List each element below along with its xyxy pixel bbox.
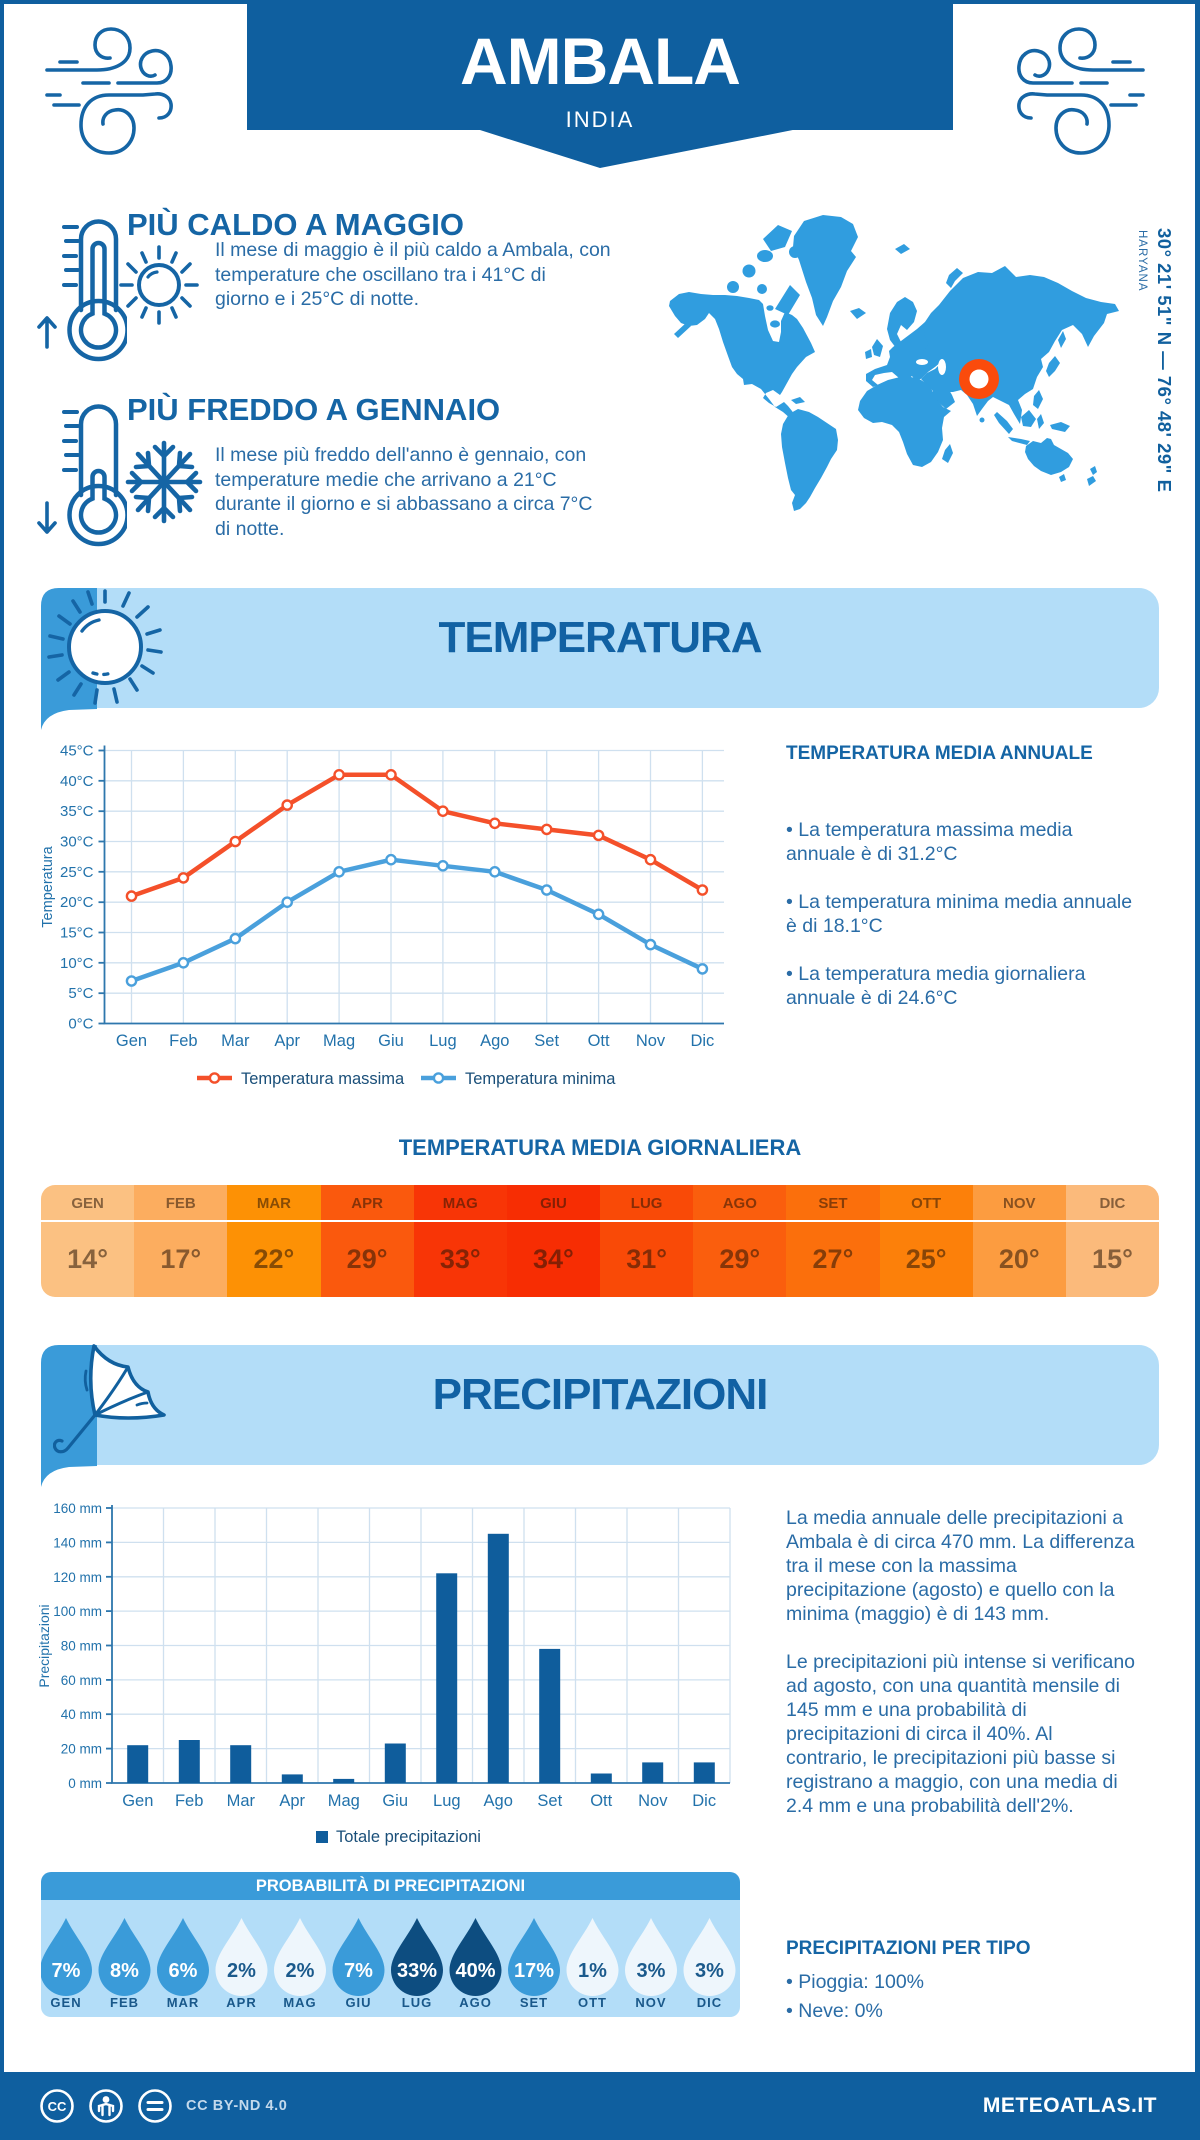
svg-text:160 mm: 160 mm: [53, 1501, 102, 1516]
svg-text:Apr: Apr: [279, 1792, 305, 1810]
svg-text:17%: 17%: [514, 1960, 554, 1982]
svg-text:3%: 3%: [695, 1960, 724, 1982]
svg-text:Giu: Giu: [382, 1792, 408, 1810]
svg-text:CC: CC: [48, 2099, 67, 2114]
svg-text:Mar: Mar: [221, 1032, 250, 1050]
svg-text:Gen: Gen: [116, 1032, 147, 1050]
svg-text:Dic: Dic: [690, 1032, 714, 1050]
svg-text:Dic: Dic: [692, 1792, 716, 1810]
svg-text:LUG: LUG: [402, 1995, 432, 2010]
svg-text:Mag: Mag: [323, 1032, 355, 1050]
svg-text:40°C: 40°C: [60, 773, 94, 790]
svg-text:AGO: AGO: [459, 1995, 492, 2010]
svg-text:Lug: Lug: [429, 1032, 457, 1050]
svg-text:30°C: 30°C: [60, 834, 94, 851]
svg-text:Ott: Ott: [590, 1792, 612, 1810]
svg-text:GEN: GEN: [50, 1995, 81, 2010]
svg-text:2%: 2%: [286, 1960, 315, 1982]
svg-text:Temperatura minima: Temperatura minima: [465, 1070, 616, 1088]
svg-text:100 mm: 100 mm: [53, 1604, 102, 1619]
svg-text:5°C: 5°C: [68, 985, 93, 1002]
svg-text:120 mm: 120 mm: [53, 1570, 102, 1585]
svg-text:60 mm: 60 mm: [61, 1673, 102, 1688]
svg-text:Giu: Giu: [378, 1032, 404, 1050]
svg-text:40 mm: 40 mm: [61, 1707, 102, 1722]
svg-text:NOV: NOV: [635, 1995, 666, 2010]
svg-text:DIC: DIC: [697, 1995, 722, 2010]
svg-text:Mar: Mar: [227, 1792, 256, 1810]
svg-text:15°C: 15°C: [60, 925, 94, 942]
svg-text:Gen: Gen: [122, 1792, 153, 1810]
svg-text:Ago: Ago: [480, 1032, 509, 1050]
svg-text:Totale precipitazioni: Totale precipitazioni: [336, 1828, 481, 1846]
svg-text:Set: Set: [534, 1032, 559, 1050]
svg-text:Feb: Feb: [169, 1032, 197, 1050]
svg-text:20 mm: 20 mm: [61, 1742, 102, 1757]
svg-text:Apr: Apr: [274, 1032, 300, 1050]
svg-text:3%: 3%: [637, 1960, 666, 1982]
svg-text:Ago: Ago: [484, 1792, 513, 1810]
svg-text:0°C: 0°C: [68, 1016, 93, 1033]
svg-text:20°C: 20°C: [60, 894, 94, 911]
svg-text:Feb: Feb: [175, 1792, 203, 1810]
svg-text:APR: APR: [226, 1995, 256, 2010]
svg-text:FEB: FEB: [110, 1995, 139, 2010]
svg-text:40%: 40%: [455, 1960, 495, 1982]
svg-text:Nov: Nov: [636, 1032, 666, 1050]
svg-text:Mag: Mag: [328, 1792, 360, 1810]
svg-text:33%: 33%: [397, 1960, 437, 1982]
svg-text:7%: 7%: [52, 1960, 81, 1982]
svg-text:8%: 8%: [110, 1960, 139, 1982]
svg-text:2%: 2%: [227, 1960, 256, 1982]
svg-text:45°C: 45°C: [60, 743, 94, 760]
svg-text:Lug: Lug: [433, 1792, 461, 1810]
svg-text:Ott: Ott: [588, 1032, 610, 1050]
svg-text:10°C: 10°C: [60, 955, 94, 972]
svg-text:SET: SET: [520, 1995, 548, 2010]
svg-text:80 mm: 80 mm: [61, 1639, 102, 1654]
svg-text:Temperatura massima: Temperatura massima: [241, 1070, 405, 1088]
svg-text:140 mm: 140 mm: [53, 1535, 102, 1550]
svg-text:GIU: GIU: [345, 1995, 371, 2010]
svg-text:OTT: OTT: [578, 1995, 607, 2010]
svg-text:25°C: 25°C: [60, 864, 94, 881]
svg-text:Precipitazioni: Precipitazioni: [36, 1604, 52, 1687]
svg-text:Temperatura: Temperatura: [40, 845, 56, 927]
svg-text:MAR: MAR: [167, 1995, 200, 2010]
svg-text:35°C: 35°C: [60, 803, 94, 820]
svg-text:1%: 1%: [578, 1960, 607, 1982]
svg-text:MAG: MAG: [283, 1995, 316, 2010]
svg-text:Nov: Nov: [638, 1792, 668, 1810]
svg-text:6%: 6%: [169, 1960, 198, 1982]
svg-text:Set: Set: [537, 1792, 562, 1810]
svg-text:7%: 7%: [344, 1960, 373, 1982]
svg-text:0 mm: 0 mm: [68, 1776, 102, 1791]
